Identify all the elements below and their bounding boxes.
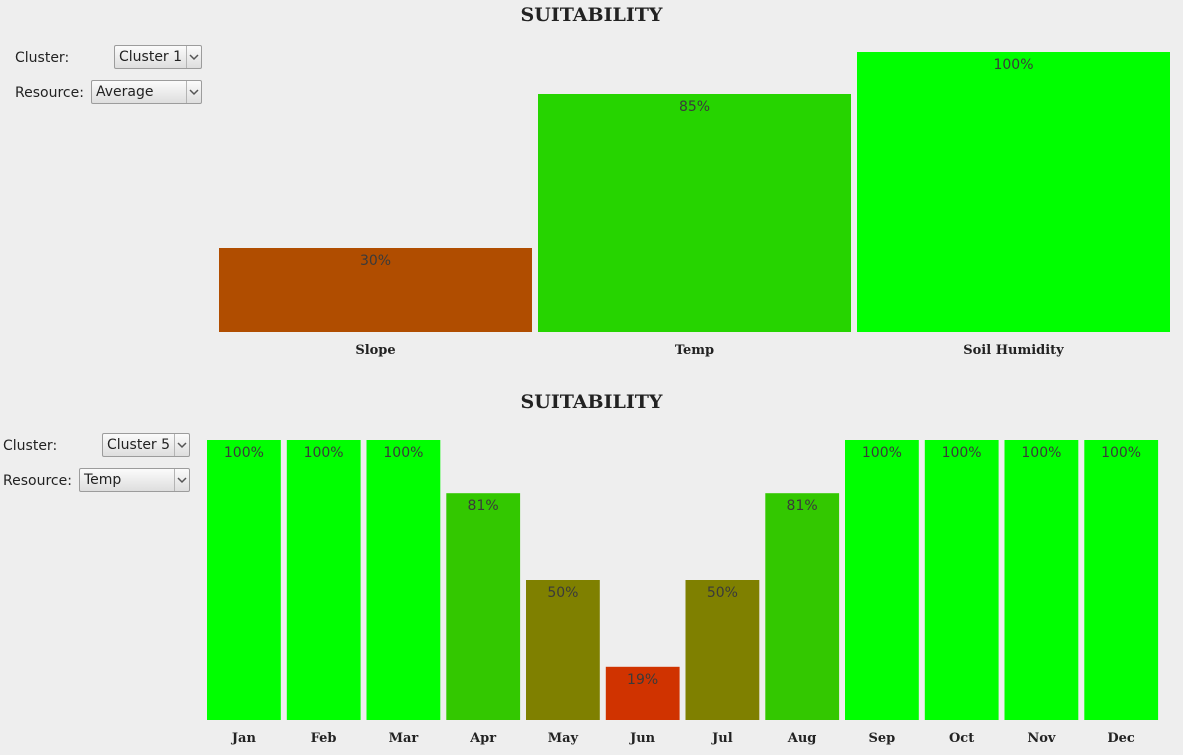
bar-value-label: 100% [993, 57, 1033, 73]
x-tick-label: Feb [311, 731, 337, 746]
x-tick-label: Aug [787, 731, 817, 746]
x-tick-label: Sep [869, 731, 896, 746]
cluster-label: Cluster: [15, 50, 70, 66]
bar-may [526, 580, 600, 720]
chevron-down-icon[interactable] [174, 469, 189, 491]
bar-jun [605, 666, 680, 720]
x-tick-label: Temp [675, 343, 714, 358]
bar-dec [1084, 440, 1159, 720]
bar-value-label: 19% [627, 672, 658, 688]
x-tick-label: Jan [231, 731, 257, 746]
bar-value-label: 50% [547, 585, 578, 601]
chevron-down-icon[interactable] [186, 46, 201, 68]
bar-oct [924, 440, 999, 720]
chart-title: SUITABILITY [520, 4, 663, 26]
x-tick-label: Soil Humidity [963, 343, 1064, 358]
resource-select-value: Temp [84, 472, 122, 488]
bar-mar [366, 440, 441, 720]
chevron-down-icon[interactable] [174, 434, 189, 456]
resource-label: Resource: [3, 473, 72, 489]
cluster-select[interactable]: Cluster 1 [114, 45, 202, 69]
bar-value-label: 100% [304, 445, 344, 461]
x-tick-label: Oct [949, 731, 974, 746]
bar-value-label: 100% [383, 445, 423, 461]
bar-value-label: 100% [862, 445, 902, 461]
cluster-select-value: Cluster 5 [107, 437, 171, 453]
suitability-panel-2: SUITABILITY Cluster: Cluster 5 Resource:… [0, 388, 1183, 755]
bar-jul [685, 580, 760, 720]
x-tick-label: Slope [355, 343, 395, 358]
bar-jan [207, 440, 281, 720]
bar-feb [286, 440, 361, 720]
bar-value-label: 100% [224, 445, 264, 461]
bar-chart: 100% Jan 100% Feb 100% Mar 81% Apr 50% May 19% Jun 5… [207, 440, 1159, 746]
bar-temp [538, 94, 851, 332]
resource-label: Resource: [15, 85, 84, 101]
resource-select[interactable]: Average [91, 80, 202, 104]
bar-value-label: 100% [942, 445, 982, 461]
x-tick-label: Jul [711, 731, 733, 746]
resource-select[interactable]: Temp [79, 468, 190, 492]
bar-value-label: 50% [707, 585, 738, 601]
x-tick-label: Nov [1027, 731, 1056, 746]
suitability-panel-1: SUITABILITY Cluster: Cluster 1 Resource:… [0, 0, 1183, 375]
bar-value-label: 81% [787, 498, 818, 514]
x-tick-label: May [548, 731, 579, 746]
bar-apr [446, 493, 521, 720]
resource-select-value: Average [96, 84, 154, 100]
bar-value-label: 85% [679, 99, 710, 115]
bar-value-label: 100% [1021, 445, 1061, 461]
bar-nov [1004, 440, 1079, 720]
cluster-select[interactable]: Cluster 5 [102, 433, 190, 457]
chart-title: SUITABILITY [520, 391, 663, 413]
x-tick-label: Dec [1107, 731, 1135, 746]
cluster-select-value: Cluster 1 [119, 49, 183, 65]
x-tick-label: Jun [629, 731, 656, 746]
bar-value-label: 100% [1101, 445, 1141, 461]
chevron-down-icon[interactable] [186, 81, 201, 103]
x-tick-label: Apr [469, 731, 496, 746]
bar-sep [845, 440, 919, 720]
x-tick-label: Mar [389, 731, 419, 746]
bar-aug [765, 493, 840, 720]
bar-value-label: 81% [468, 498, 499, 514]
bar-soil-humidity [857, 52, 1170, 332]
bar-chart: 30% Slope 85% Temp 100% Soil Humidity [219, 52, 1170, 358]
cluster-label: Cluster: [3, 438, 58, 454]
bar-slope [219, 248, 532, 332]
bar-value-label: 30% [360, 253, 391, 269]
